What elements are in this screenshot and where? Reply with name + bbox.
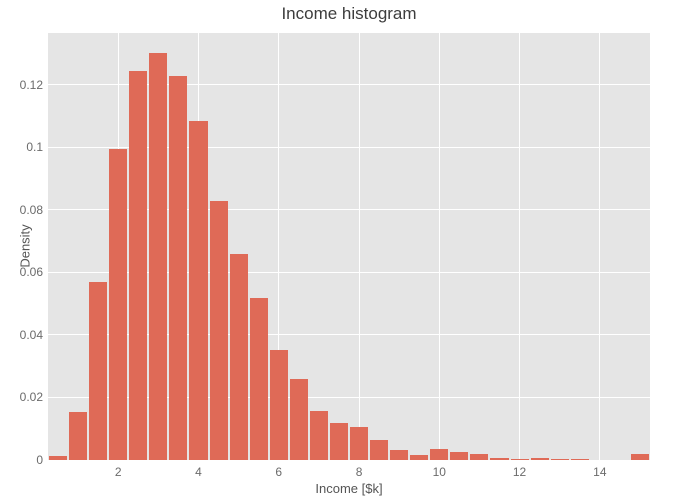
histogram-bar[interactable] <box>410 454 429 460</box>
histogram-bar[interactable] <box>129 70 148 460</box>
histogram-bar[interactable] <box>209 201 228 460</box>
histogram-bar[interactable] <box>149 52 168 460</box>
y-gridline <box>48 146 650 148</box>
y-gridline <box>48 84 650 86</box>
x-tick-label: 6 <box>275 465 283 479</box>
x-tick-label: 8 <box>355 465 363 479</box>
histogram-bar[interactable] <box>530 458 549 460</box>
y-tick-label: 0.04 <box>19 327 43 342</box>
histogram-bar[interactable] <box>630 453 649 460</box>
histogram-bar[interactable] <box>229 253 248 460</box>
y-tick-label: 0.12 <box>19 77 43 92</box>
x-tick-label: 12 <box>512 465 527 479</box>
x-gridline <box>358 33 360 460</box>
y-tick-label: 0.02 <box>19 390 43 405</box>
histogram-bar[interactable] <box>69 411 88 460</box>
x-gridline <box>519 33 521 460</box>
histogram-bar[interactable] <box>269 349 288 460</box>
x-tick-label: 14 <box>593 465 607 479</box>
histogram-bar[interactable] <box>169 75 188 460</box>
x-gridline <box>278 33 280 460</box>
y-gridline <box>48 396 650 398</box>
y-tick-label: 0 <box>36 453 43 467</box>
y-tick-label: 0.06 <box>19 265 43 280</box>
y-gridline <box>48 334 650 336</box>
histogram-bar[interactable] <box>109 148 128 460</box>
y-axis-title: Density <box>17 224 33 268</box>
histogram-bar[interactable] <box>309 410 328 460</box>
x-tick-label: 4 <box>195 465 202 479</box>
plot-area[interactable] <box>48 33 650 460</box>
histogram-bar[interactable] <box>249 298 268 460</box>
histogram-bar[interactable] <box>370 439 389 460</box>
x-axis-title: Income [$k] <box>315 481 383 496</box>
histogram-bar[interactable] <box>289 379 308 460</box>
y-tick-label: 0.1 <box>26 140 43 155</box>
histogram-bar[interactable] <box>49 455 68 460</box>
histogram-bar[interactable] <box>470 454 489 460</box>
histogram-bar[interactable] <box>329 423 348 460</box>
histogram-bar[interactable] <box>390 449 409 460</box>
histogram-bar[interactable] <box>350 427 369 460</box>
y-gridline <box>48 209 650 211</box>
x-gridline <box>438 33 440 460</box>
histogram-bar[interactable] <box>550 459 569 460</box>
histogram-bar[interactable] <box>570 459 589 460</box>
histogram-bar[interactable] <box>189 120 208 460</box>
chart-title: Income histogram <box>281 4 417 23</box>
histogram-bar[interactable] <box>89 281 108 460</box>
x-tick-label: 2 <box>114 465 122 479</box>
histogram-bar[interactable] <box>430 448 449 460</box>
histogram-bar[interactable] <box>490 458 509 460</box>
y-gridline <box>48 271 650 273</box>
x-tick-label: 10 <box>432 465 446 479</box>
x-gridline <box>599 33 601 460</box>
histogram-bar[interactable] <box>450 451 469 460</box>
y-tick-label: 0.08 <box>19 202 43 217</box>
histogram-bar[interactable] <box>510 459 529 460</box>
